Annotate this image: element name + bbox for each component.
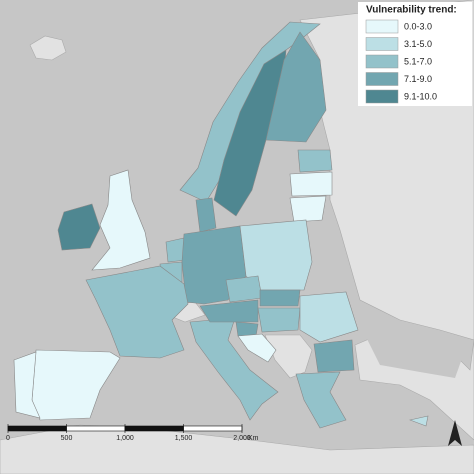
scale-unit: Km bbox=[248, 435, 259, 442]
legend-label: 5.1-7.0 bbox=[404, 56, 432, 66]
austria bbox=[199, 299, 259, 323]
finland bbox=[265, 31, 327, 143]
balkans bbox=[264, 334, 313, 379]
hungary bbox=[257, 307, 301, 333]
legend-title: Vulnerability trend: bbox=[366, 5, 457, 16]
italy bbox=[189, 317, 279, 421]
scale-label: 0 bbox=[6, 435, 10, 442]
latvia bbox=[289, 171, 333, 197]
legend-swatch bbox=[365, 19, 399, 34]
greece bbox=[295, 371, 347, 429]
lithuania bbox=[289, 195, 327, 223]
croatia bbox=[237, 333, 277, 363]
legend-label: 9.1-10.0 bbox=[404, 91, 437, 101]
bulgaria bbox=[313, 339, 355, 373]
black-sea bbox=[365, 325, 465, 378]
scale-segment bbox=[124, 425, 184, 432]
romania bbox=[299, 291, 359, 343]
portugal bbox=[13, 351, 41, 419]
legend-box bbox=[358, 2, 472, 106]
legend-label: 3.1-5.0 bbox=[404, 39, 432, 49]
poland bbox=[239, 219, 313, 291]
estonia bbox=[297, 149, 333, 173]
north-arrow bbox=[448, 420, 462, 446]
ireland bbox=[57, 203, 101, 251]
cyprus bbox=[408, 415, 429, 427]
czechia bbox=[225, 275, 263, 303]
legend-swatch bbox=[365, 89, 399, 104]
denmark bbox=[195, 197, 217, 233]
scale-label: 500 bbox=[61, 435, 73, 442]
legend-swatch bbox=[365, 72, 399, 86]
scale-label: 2,000 bbox=[233, 435, 251, 442]
scale-segment bbox=[66, 425, 126, 432]
united-kingdom bbox=[91, 169, 151, 271]
slovenia bbox=[235, 321, 259, 337]
france bbox=[85, 265, 189, 359]
iceland bbox=[29, 35, 67, 61]
scale-segment bbox=[7, 425, 67, 432]
legend-swatch bbox=[365, 37, 399, 51]
scale-label: 1,000 bbox=[116, 435, 134, 442]
scale-segment bbox=[183, 425, 243, 432]
legend-swatch bbox=[365, 54, 399, 69]
scale-label: 1,500 bbox=[175, 435, 193, 442]
slovakia bbox=[259, 289, 301, 307]
legend-label: 7.1-9.0 bbox=[404, 74, 432, 84]
legend-label: 0.0-3.0 bbox=[404, 21, 432, 31]
